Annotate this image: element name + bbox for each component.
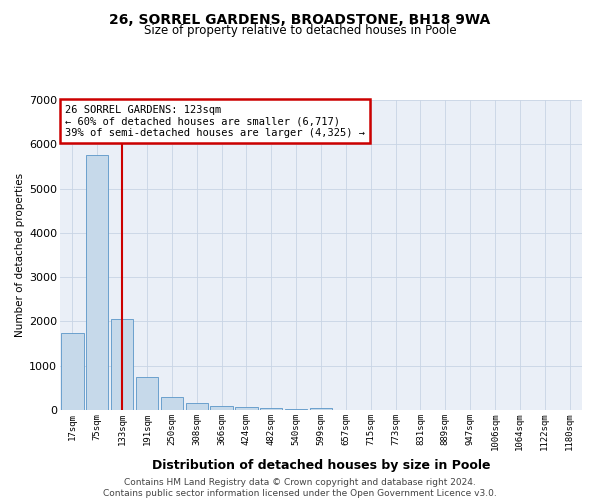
Bar: [61, 332, 83, 410]
Bar: [86, 156, 109, 410]
X-axis label: Distribution of detached houses by size in Poole: Distribution of detached houses by size …: [152, 458, 490, 471]
Text: 26, SORREL GARDENS, BROADSTONE, BH18 9WA: 26, SORREL GARDENS, BROADSTONE, BH18 9WA: [109, 12, 491, 26]
Text: Size of property relative to detached houses in Poole: Size of property relative to detached ho…: [143, 24, 457, 37]
Bar: [260, 408, 283, 410]
Bar: [136, 377, 158, 410]
Bar: [161, 397, 183, 410]
Y-axis label: Number of detached properties: Number of detached properties: [15, 173, 25, 337]
Bar: [235, 408, 257, 410]
Bar: [111, 319, 133, 410]
Text: Contains HM Land Registry data © Crown copyright and database right 2024.
Contai: Contains HM Land Registry data © Crown c…: [103, 478, 497, 498]
Bar: [185, 403, 208, 410]
Bar: [211, 406, 233, 410]
Bar: [310, 408, 332, 410]
Text: 26 SORREL GARDENS: 123sqm
← 60% of detached houses are smaller (6,717)
39% of se: 26 SORREL GARDENS: 123sqm ← 60% of detac…: [65, 104, 365, 138]
Bar: [285, 408, 307, 410]
